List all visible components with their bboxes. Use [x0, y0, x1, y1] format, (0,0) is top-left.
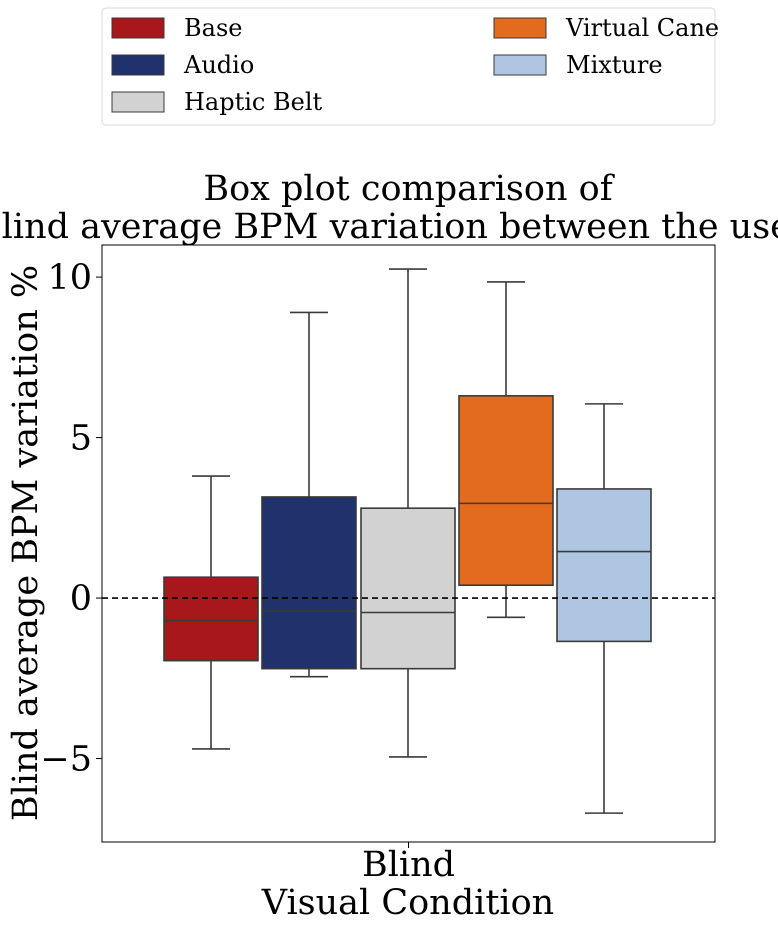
chart-title-line-1: Box plot comparison of: [203, 169, 615, 209]
legend-label-mixture: Mixture: [566, 51, 663, 79]
y-tick-label: 0: [70, 579, 92, 619]
chart-title-line-2: blind average BPM variation between the …: [0, 207, 778, 247]
legend-swatch-mixture: [493, 54, 547, 76]
x-axis-ticks: Blind: [362, 842, 455, 885]
legend-swatch-base: [111, 17, 165, 39]
box-audio: [261, 311, 357, 678]
y-axis-label: Blind average BPM variation %: [6, 265, 46, 821]
box-iqr-mixture: [556, 488, 652, 643]
x-axis-label: Visual Condition: [261, 883, 554, 923]
box-haptic-belt: [360, 268, 456, 758]
box-iqr-audio: [261, 496, 357, 670]
box-base: [163, 475, 259, 750]
box-mixture: [556, 403, 652, 814]
plot-area: 10 5 0 −5 Blind: [40, 244, 716, 885]
box-iqr-base: [163, 576, 259, 662]
x-tick-label: Blind: [362, 845, 455, 885]
box-virtual-cane: [458, 281, 554, 619]
legend: Base Audio Haptic Belt Virtual Cane Mixture: [101, 7, 719, 126]
legend-label-virtual-cane: Virtual Cane: [565, 14, 719, 42]
boxes: [163, 268, 652, 814]
legend-label-audio: Audio: [183, 51, 254, 79]
legend-label-haptic-belt: Haptic Belt: [184, 88, 323, 116]
legend-label-base: Base: [184, 14, 242, 42]
legend-swatch-audio: [111, 54, 165, 76]
legend-frame: [101, 7, 716, 126]
legend-swatch-virtual-cane: [493, 17, 547, 39]
box-iqr-virtual-cane: [458, 395, 554, 587]
y-tick-label: 10: [47, 258, 92, 298]
y-tick-label: −5: [40, 740, 92, 780]
legend-swatch-haptic-belt: [111, 91, 165, 113]
y-tick-label: 5: [70, 419, 92, 459]
y-axis-ticks: 10 5 0 −5: [40, 258, 102, 780]
box-iqr-haptic-belt: [360, 507, 456, 670]
